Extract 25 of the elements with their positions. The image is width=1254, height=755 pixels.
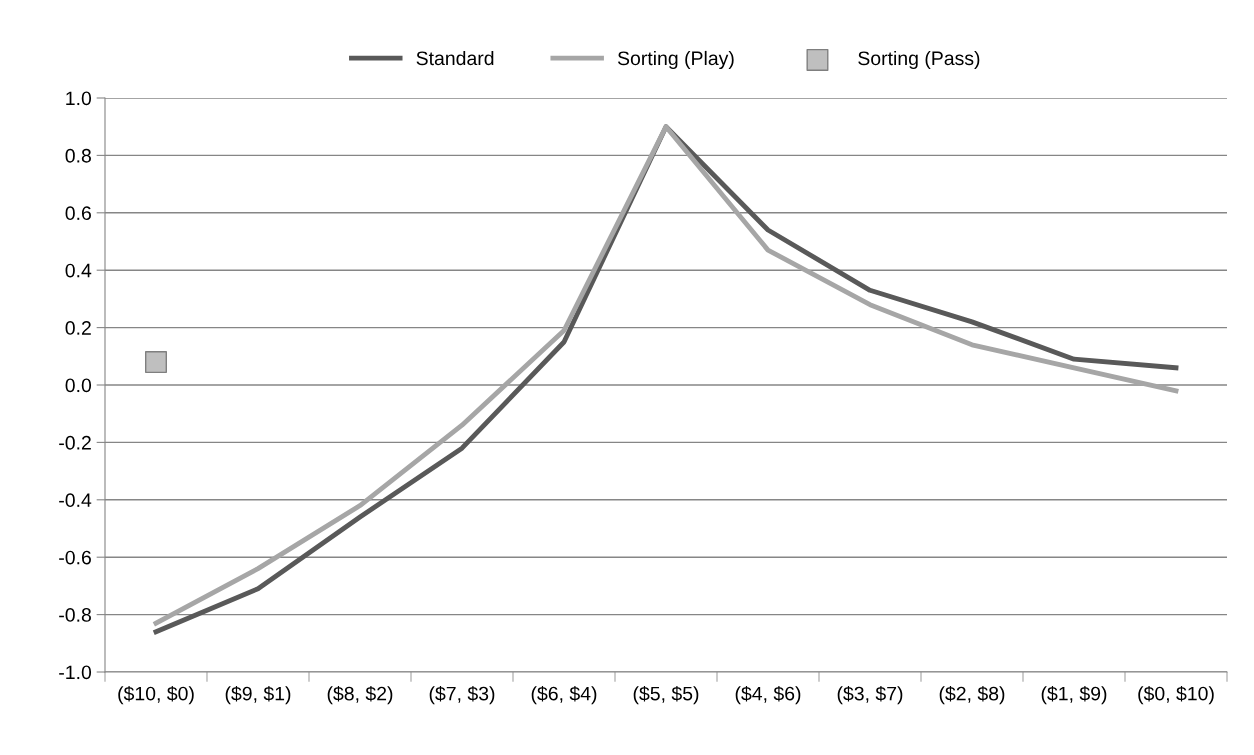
y-tick-label: -0.2	[59, 435, 91, 450]
x-tick-label: ($8, $2)	[327, 685, 393, 705]
x-tick-label: ($7, $3)	[429, 685, 495, 705]
x-tick-label: ($10, $0)	[118, 685, 194, 705]
y-tick-label: 0.6	[65, 206, 91, 221]
y-tick-label: -1.0	[59, 665, 92, 680]
x-tick-label: ($0, $10)	[1138, 685, 1214, 705]
y-tick-label: -0.4	[59, 493, 92, 508]
x-tick-label: ($4, $6)	[735, 685, 801, 705]
y-tick-label: 0.0	[65, 378, 92, 393]
y-tick-label: 0.8	[65, 148, 91, 163]
x-tick-label: ($2, $8)	[939, 685, 1005, 705]
x-tick-label: ($6, $4)	[531, 685, 597, 705]
x-tick-label: ($3, $7)	[837, 685, 903, 705]
legend-label: Sorting (Play)	[617, 50, 734, 70]
y-tick-label: 0.4	[65, 263, 92, 278]
x-tick-label: ($5, $5)	[633, 685, 699, 705]
legend-label: Sorting (Pass)	[858, 50, 980, 70]
legend-label: Standard	[416, 50, 494, 66]
x-tick-label: ($1, $9)	[1041, 685, 1107, 705]
y-tick-label: 1.0	[66, 91, 92, 106]
x-tick-label: ($9, $1)	[225, 685, 291, 705]
y-tick-label: -0.6	[59, 550, 91, 565]
y-tick-label: -0.8	[59, 608, 91, 622]
y-tick-label: 0.2	[65, 321, 91, 335]
